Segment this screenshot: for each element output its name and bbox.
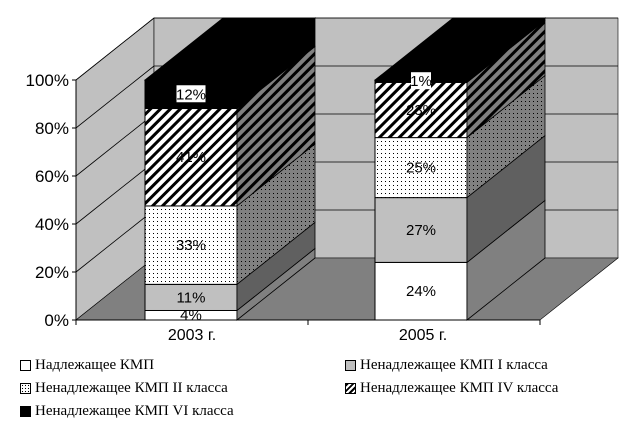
data-label: 41% <box>176 149 206 166</box>
legend-label: Ненадлежащее КМП IV класса <box>360 380 559 396</box>
legend-item-0: Надлежащее КМП <box>20 357 154 374</box>
bar-segment-front <box>374 261 468 321</box>
legend-item-4: Ненадлежащее КМП VI класса <box>20 403 234 420</box>
bar-segment-top <box>143 17 317 81</box>
data-label: 12% <box>176 86 206 103</box>
bar-segment-top <box>373 17 547 81</box>
legend-swatch-stripes <box>345 383 356 394</box>
y-tick-label: 0% <box>44 311 69 330</box>
legend-item-1: Ненадлежащее КМП I класса <box>345 357 548 374</box>
bar-segment-front <box>374 81 468 139</box>
bar-segment-front <box>144 205 238 285</box>
data-label: 23% <box>406 102 436 119</box>
bar-segment-front <box>144 283 238 311</box>
gridline <box>75 161 155 225</box>
gridline <box>75 17 155 81</box>
y-tick-label: 60% <box>35 167 69 186</box>
x-tick-label: 2003 г. <box>168 327 216 344</box>
x-tick-label: 2005 г. <box>399 327 447 344</box>
bar-segment-front <box>374 137 468 199</box>
legend-swatch-gray <box>345 360 356 371</box>
y-tick-label: 40% <box>35 215 69 234</box>
data-label: 33% <box>176 237 206 254</box>
gridline <box>75 65 155 129</box>
data-label: 24% <box>406 283 436 300</box>
legend-label: Надлежащее КМП <box>35 357 155 373</box>
data-label-bg <box>176 85 206 103</box>
legend-label: Ненадлежащее КМП VI класса <box>35 403 234 419</box>
legend-item-2: Ненадлежащее КМП II класса <box>20 380 228 397</box>
gridline <box>75 209 155 273</box>
legend-item-3: Ненадлежащее КМП IV класса <box>345 380 558 397</box>
legend-swatch-black <box>20 406 31 417</box>
legend-label: Ненадлежащее КМП II класса <box>35 380 228 396</box>
bar-segment-front <box>374 197 468 263</box>
bar-segment-front <box>144 79 238 110</box>
legend-swatch-dotted <box>20 383 31 394</box>
gridline <box>75 113 155 177</box>
bar-segment-front <box>144 108 238 207</box>
data-label-bg <box>411 72 431 90</box>
y-tick-label: 80% <box>35 119 69 138</box>
data-label: 27% <box>406 222 436 239</box>
data-label: 25% <box>406 160 436 177</box>
data-label: 11% <box>177 289 206 306</box>
y-tick-label: 100% <box>26 71 69 90</box>
data-label: 1% <box>410 73 432 90</box>
y-tick-label: 20% <box>35 263 69 282</box>
legend-swatch-white <box>20 360 31 371</box>
legend-label: Ненадлежащее КМП I класса <box>360 357 548 373</box>
